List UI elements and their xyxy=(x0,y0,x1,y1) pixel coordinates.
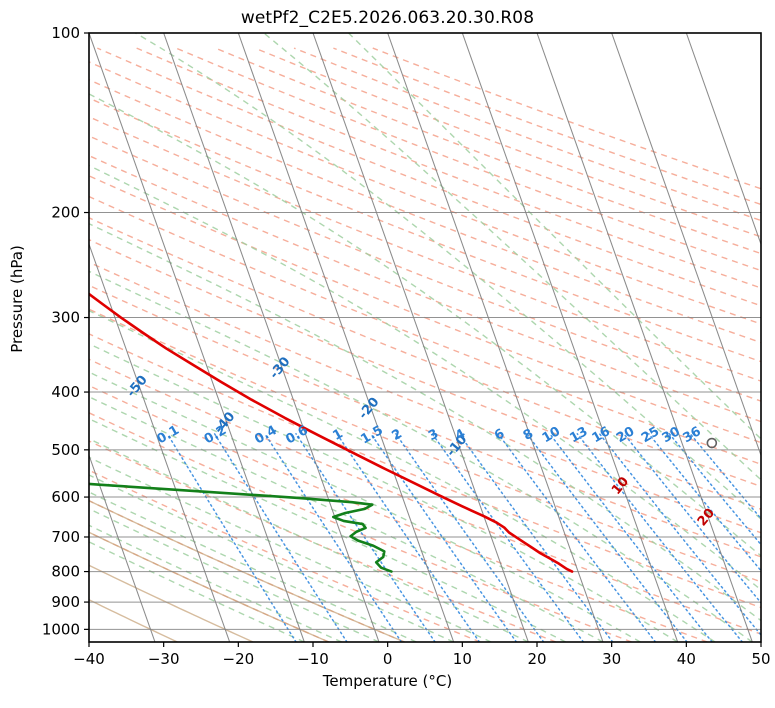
x-tick-label: 0 xyxy=(383,650,393,668)
y-tick-label: 1000 xyxy=(42,620,80,638)
lcl-marker[interactable] xyxy=(706,437,718,449)
page-title: wetPf2_C2E5.2026.063.20.30.R08 xyxy=(240,8,535,28)
markers[interactable] xyxy=(706,437,718,449)
y-tick-label: 200 xyxy=(51,204,80,222)
isotherm-lines xyxy=(89,33,761,642)
x-tick-label: 30 xyxy=(602,650,621,668)
y-tick-label: 100 xyxy=(51,24,80,42)
isobar-lines xyxy=(89,33,761,630)
x-tick-label: 50 xyxy=(751,650,770,668)
y-tick-label: 800 xyxy=(51,563,80,581)
y-tick-label: 700 xyxy=(51,528,80,546)
y-tick-label: 600 xyxy=(51,488,80,506)
sounding-curves[interactable] xyxy=(0,33,574,573)
moist-adiabat-lines xyxy=(89,33,761,642)
x-tick-label: −20 xyxy=(223,650,255,668)
x-tick-label: −10 xyxy=(297,650,329,668)
y-tick-label: 400 xyxy=(51,383,80,401)
temperature-curve[interactable] xyxy=(0,33,574,573)
x-tick-label: 10 xyxy=(453,650,472,668)
y-tick-label: 300 xyxy=(51,309,80,327)
y-tick-label: 500 xyxy=(51,441,80,459)
x-tick-label: 20 xyxy=(527,650,546,668)
mixing-ratio-lines xyxy=(166,433,761,642)
plot-frame xyxy=(88,32,762,643)
dewpoint-curve[interactable] xyxy=(0,33,393,573)
x-tick-label: 40 xyxy=(677,650,696,668)
y-tick-label: 900 xyxy=(51,593,80,611)
x-tick-label: −30 xyxy=(148,650,180,668)
x-axis-label: Temperature (°C) xyxy=(322,672,453,690)
x-tick-label: −40 xyxy=(73,650,105,668)
